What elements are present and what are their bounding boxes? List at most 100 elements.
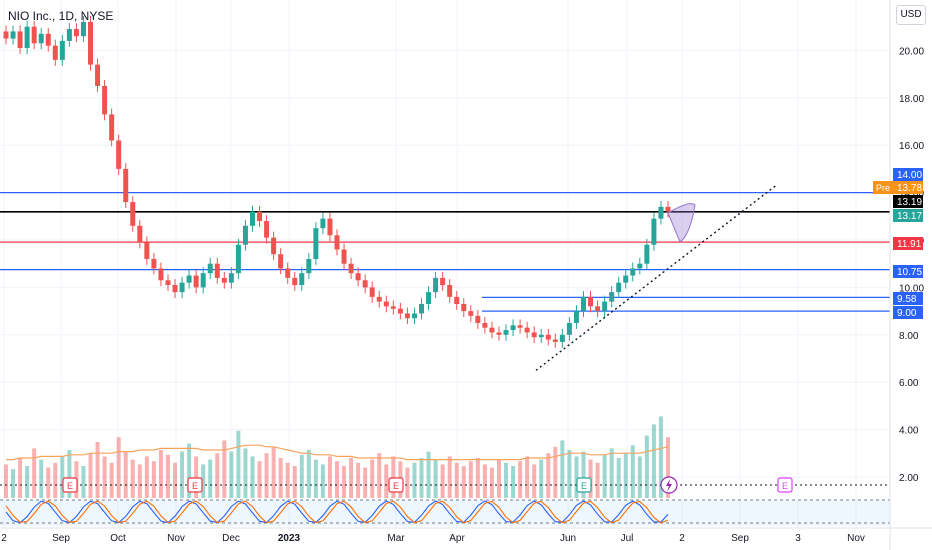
candle-body — [341, 249, 347, 264]
price-axis[interactable]: 2.004.006.008.0010.0012.0014.0016.0018.0… — [873, 0, 924, 550]
volume-bar — [405, 467, 410, 498]
volume-bar — [123, 451, 128, 498]
volume-bar — [567, 450, 572, 498]
candle-body — [144, 242, 150, 259]
candle-body — [482, 322, 488, 328]
volume-bar — [440, 464, 445, 498]
candle-body — [404, 313, 410, 319]
x-tick-label: Nov — [167, 533, 185, 544]
volume-bar — [391, 456, 396, 498]
volume-bar — [602, 454, 607, 498]
badge-bg — [893, 181, 923, 194]
candle-body — [390, 306, 396, 309]
volume-bar — [60, 456, 65, 498]
time-axis[interactable]: 2 Sep Oct Nov Dec 2023 Mar Apr Jun Jul 2 Sep 3 Nov — [0, 527, 932, 544]
y-tick-label: 8.00 — [899, 331, 919, 342]
volume-bar — [271, 446, 276, 498]
candles[interactable] — [3, 16, 671, 348]
candle-body — [116, 140, 122, 169]
x-tick-label: Mar — [387, 533, 405, 544]
candle-body — [17, 31, 23, 49]
earnings-letter: E — [192, 481, 198, 491]
y-tick-label: 20.00 — [899, 46, 924, 57]
volume-bar — [208, 459, 213, 498]
candle-body — [468, 311, 474, 316]
volume-bar — [560, 440, 565, 498]
candle-body — [207, 263, 213, 274]
oscillator-band — [0, 500, 890, 526]
volume-bar — [165, 454, 170, 498]
volume-bar — [644, 435, 649, 498]
volume-bar — [137, 464, 142, 498]
earnings-marker: E — [187, 477, 203, 493]
candle-body — [193, 275, 199, 288]
volume-bar — [370, 459, 375, 498]
symbol-title[interactable]: NIO Inc., 1D, NYSE — [8, 9, 114, 23]
volume-bar — [616, 458, 621, 498]
volume-bar — [151, 461, 156, 498]
stoch-k-line — [5, 500, 669, 524]
projection-shape — [667, 203, 696, 243]
candle-body — [88, 21, 94, 65]
volume-bar — [525, 456, 530, 498]
candle-body — [327, 218, 333, 236]
badge-value: 14.00 — [897, 170, 922, 181]
candle-body — [59, 40, 65, 60]
candle-body — [137, 225, 143, 243]
price-badge: 13.17 — [893, 209, 923, 222]
candle-body — [559, 334, 565, 342]
candle-body — [3, 31, 9, 39]
candle-body — [419, 303, 425, 314]
candle-body — [411, 313, 417, 319]
volume-bar — [194, 456, 199, 498]
price-badge: 9.00 — [893, 306, 923, 319]
volume-bar — [637, 456, 642, 498]
volume-bar — [426, 451, 431, 498]
candle-body — [609, 292, 615, 302]
candle-body — [151, 258, 157, 269]
candle-body — [200, 273, 206, 288]
currency-button[interactable]: USD — [896, 5, 926, 25]
candle-body — [186, 275, 192, 283]
volume-bar — [532, 464, 537, 498]
earnings-marker: E — [62, 477, 78, 493]
candle-body — [66, 29, 72, 41]
volume-bar — [292, 466, 297, 498]
candle-body — [454, 296, 460, 304]
candle-body — [447, 285, 453, 297]
badge-value: 10.75 — [897, 267, 922, 278]
volume-bar — [144, 456, 149, 498]
candle-body — [257, 211, 263, 222]
badge-bg — [893, 237, 923, 250]
badge-value: 13.19 — [897, 197, 922, 208]
volume-bar — [539, 459, 544, 498]
candle-body — [595, 306, 601, 312]
candle-body — [80, 21, 86, 37]
candle-body — [278, 254, 284, 269]
earnings-letter: E — [782, 481, 788, 491]
candle-body — [531, 332, 537, 338]
horizontal-levels[interactable] — [0, 191, 890, 312]
volume-bar — [574, 456, 579, 498]
x-tick-label: Sep — [731, 533, 749, 544]
volume-bar — [4, 464, 8, 498]
volume-bar — [39, 459, 44, 498]
candle-body — [440, 277, 446, 286]
volume-bar — [229, 451, 234, 498]
volume-bar — [18, 458, 23, 498]
volume-bar — [180, 451, 185, 498]
y-tick-label: 2.00 — [899, 473, 919, 484]
candle-body — [552, 339, 558, 342]
volume-bar — [250, 456, 255, 498]
candle-body — [426, 292, 432, 304]
candle-body — [221, 277, 227, 283]
candle-body — [73, 29, 79, 37]
volume-bar — [173, 462, 178, 498]
badge-bg — [893, 168, 923, 181]
volume-bar — [475, 458, 480, 498]
badge-value: 11.91 — [897, 239, 922, 250]
volume-bar — [412, 462, 417, 498]
x-tick-label: 2023 — [278, 533, 301, 544]
